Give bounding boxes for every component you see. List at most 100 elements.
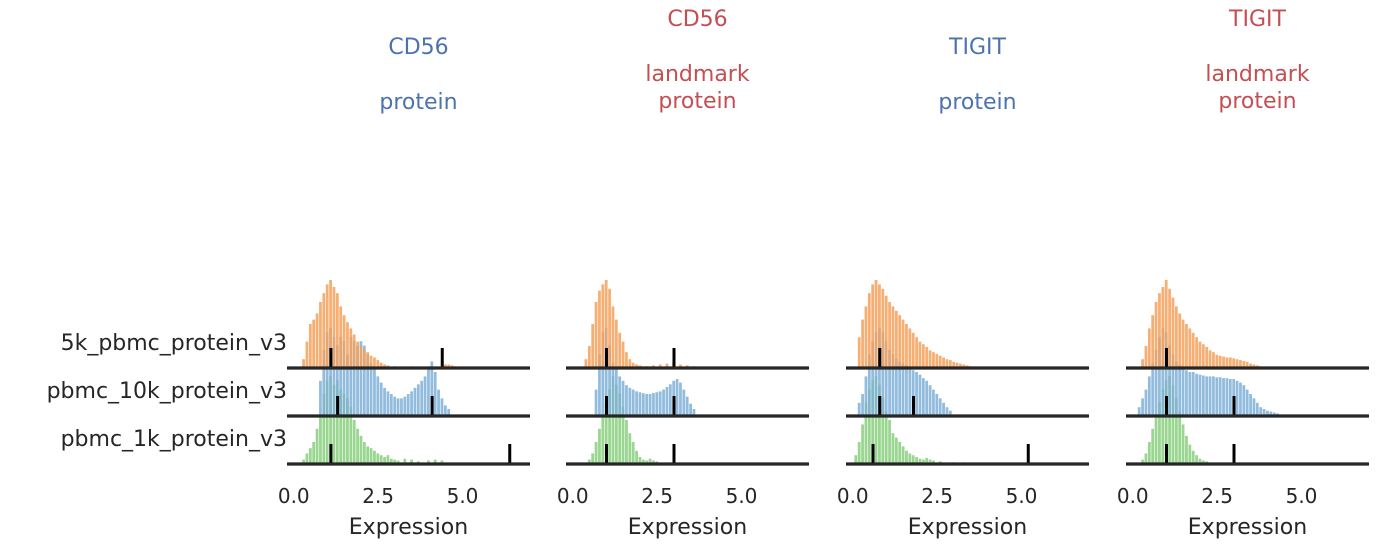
histogram-bar [878,284,881,368]
marker-tick [605,444,608,464]
x-tick-label: 5.0 [1286,484,1318,508]
histogram-bar [901,446,905,464]
histogram-bar [928,385,932,416]
histogram-bar [854,455,858,464]
histogram-bar [1249,394,1252,416]
histogram-bar [342,315,346,368]
histogram-bar [621,341,625,368]
marker-tick [440,348,444,368]
histogram-bar [918,341,922,368]
histogram-bar [1147,376,1151,416]
histogram-bar [948,410,952,416]
histogram-bar [618,376,622,416]
histogram-bar [1158,402,1161,464]
histogram-bar [641,393,645,416]
histogram-bar [1158,336,1161,416]
histogram-bar [864,306,868,368]
histogram-bar [1195,455,1198,464]
histogram-bar [638,456,642,464]
histogram-bar [319,415,322,464]
histogram-bar [959,363,962,368]
marker-tick [1232,396,1236,416]
histogram-bar [598,354,601,416]
histogram-bar [867,389,871,464]
histogram-bar [1164,380,1168,464]
histogram-bar [1232,358,1236,368]
marker-tick [672,348,676,368]
histogram-bar [302,359,305,368]
histogram-bar [1249,363,1252,368]
histogram-bar [443,405,447,416]
histogram-bar [928,350,932,368]
histogram-bar [874,376,878,464]
histogram-bar [403,396,407,416]
histogram-bar [628,387,632,416]
histogram-bar [652,393,655,416]
histogram-bar [908,328,912,368]
panel-0: CD56 protein 0.0 2.5 5.0 Expression [278,35,530,540]
histogram-bar [1151,363,1155,416]
histogram-bar [648,394,652,416]
histogram-bar [322,293,326,368]
histogram-bar [1212,352,1215,368]
histogram-bar [376,453,380,464]
histogram-bar [864,402,868,464]
panel-title-line: TIGIT [948,35,1006,60]
histogram-bar [366,446,370,464]
histogram-bar [894,437,898,464]
histogram-bar [366,352,370,368]
histogram-bar [413,387,417,416]
histogram-bar [584,359,588,368]
marker-tick [878,396,882,416]
histogram-bar [305,453,309,464]
marker-tick [336,396,340,416]
histogram-bar [614,319,618,368]
histogram-bar [400,398,403,416]
histogram-bar [1242,385,1246,416]
histogram-bar [335,293,339,368]
histogram-bar [359,435,363,464]
panel-title-line: CD56 [388,35,448,60]
histogram-bar [440,398,444,416]
histogram-bar [631,442,635,464]
histogram-bar [1171,297,1175,368]
histogram-bar [888,420,891,464]
histogram-bar [614,367,618,416]
histogram-bar [1259,407,1263,416]
histogram-bar [1269,411,1273,416]
histogram-bar [608,345,611,416]
histogram-bar [918,458,922,464]
histogram-bar [884,341,888,416]
marker-tick [1232,444,1236,464]
x-tick-label: 2.5 [362,484,394,508]
histogram-bar [898,361,902,416]
histogram-bar [383,456,386,464]
histogram-bar [383,364,386,368]
histogram-bar [942,357,945,368]
histogram-bar [948,360,952,368]
series-pbmc_1k_protein_v3 [1141,376,1236,464]
histogram-bar [921,344,925,368]
histogram-bar [305,341,309,368]
histogram-bar [921,378,925,416]
histogram-bar [386,455,390,464]
histogram-bar [1178,364,1182,416]
histogram-bar [1181,319,1185,368]
histogram-bar [325,380,329,464]
histogram-bar [1181,424,1185,464]
histogram-bar [1252,364,1256,368]
histogram-bar [631,389,635,416]
histogram-bar [1208,350,1212,368]
histogram-bar [938,398,942,416]
histogram-bar [1168,345,1171,416]
sample-label: pbmc_1k_protein_v3 [61,427,287,452]
histogram-bar [1198,341,1202,368]
histogram-bar [867,293,871,368]
histogram-bar [901,319,905,368]
histogram-bar [932,352,935,368]
histogram-bar [601,284,605,368]
panel-title-line: landmark [1205,62,1309,87]
histogram-bar [915,337,918,368]
histogram-bar [911,455,915,464]
